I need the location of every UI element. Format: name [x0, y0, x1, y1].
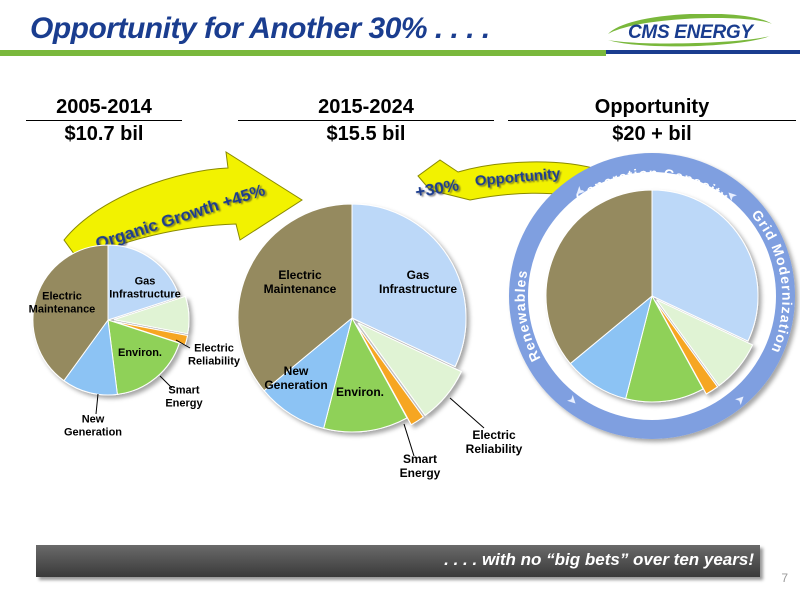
pie-3-slice-gas-infrastructure — [651, 189, 759, 342]
organic-growth-arrow — [63, 151, 303, 263]
pie-1-label-smart-energy: Smart Energy — [165, 385, 203, 410]
amount-label: $10.7 bil — [64, 123, 144, 145]
pie-1-slice-gas-infrastructure — [107, 244, 180, 321]
title-rule-green — [0, 50, 606, 56]
period-label: Opportunity — [594, 96, 710, 118]
pie-2-label-gas-infrastructure: Gas Infrastructure — [379, 268, 457, 296]
period-label: 2015-2024 — [318, 96, 414, 118]
pie-3-slice-environ — [625, 294, 704, 403]
footer-banner: . . . . with no “big bets” over ten year… — [36, 545, 760, 577]
pie-2-label-electric-reliability: Electric Reliability — [466, 428, 523, 456]
pie-2-slice-smart-energy — [355, 324, 424, 426]
pie-2-slice-environ — [323, 316, 408, 433]
pie-1-label-new-generation: New Generation — [64, 414, 122, 439]
pie-1-leader-line — [95, 393, 99, 415]
header-rule — [508, 120, 796, 121]
column-header-2015-2024: 2015-2024 $15.5 bil — [238, 95, 494, 147]
header-rule — [26, 120, 182, 121]
pie-chart-2 — [237, 203, 467, 433]
logo-text: CMS ENERGY — [628, 22, 753, 43]
page-title: Opportunity for Another 30% . . . . — [30, 12, 490, 45]
pie-1-slice-environ — [107, 319, 180, 395]
pie-chart-1 — [32, 244, 190, 396]
pie-2-slice-new-generation — [263, 316, 353, 430]
pie-1-slice-electric-reliability — [113, 295, 190, 335]
pie-3-slice-smart-energy — [654, 300, 719, 395]
pie-1-leader-line — [159, 375, 173, 389]
header-rule — [238, 120, 494, 121]
pie-1-slice-electric-maintenance — [32, 244, 109, 382]
column-header-opportunity: Opportunity $20 + bil — [508, 95, 796, 147]
pie-1-label-electric-maintenance: Electric Maintenance — [29, 291, 96, 316]
period-label: 2005-2014 — [56, 96, 152, 118]
pie-2-slice-electric-maintenance — [237, 203, 353, 392]
pie-2-label-new-generation: New Generation — [264, 364, 327, 392]
title-rule-blue — [606, 50, 800, 54]
pie-2-label-environ: Environ. — [336, 385, 384, 399]
pie-2-label-smart-energy: Smart Energy — [400, 452, 441, 480]
page-number: 7 — [781, 571, 788, 585]
pie-2-slice-electric-reliability — [357, 322, 462, 417]
amount-label: $15.5 bil — [326, 123, 406, 145]
pie-2-leader-line — [403, 423, 415, 457]
amount-label: $20 + bil — [612, 123, 692, 145]
logo-swoosh-icon — [608, 14, 772, 47]
pie-1-label-gas-infrastructure: Gas Infrastructure — [109, 276, 181, 301]
pie-3-slice-electric-reliability — [656, 299, 754, 387]
pie-2-leader-line — [449, 397, 485, 429]
footer-text: . . . . with no “big bets” over ten year… — [444, 550, 754, 569]
column-header-2005-2014: 2005-2014 $10.7 bil — [26, 95, 182, 147]
pie-chart-3 — [545, 189, 759, 403]
pie-3-slice-electric-maintenance — [545, 189, 653, 365]
pie-2-slice-gas-infrastructure — [351, 203, 467, 368]
pie-2-label-electric-maintenance: Electric Maintenance — [264, 268, 337, 296]
pie-1-leader-line — [175, 339, 191, 349]
pie-1-label-electric-reliability: Electric Reliability — [188, 343, 241, 368]
pie-1-label-environ: Environ. — [118, 347, 162, 359]
